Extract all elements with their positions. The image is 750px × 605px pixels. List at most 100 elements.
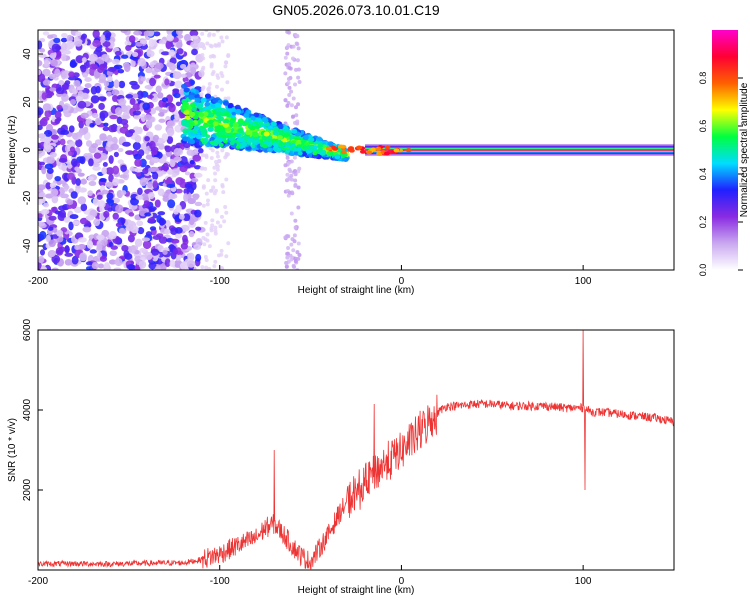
spectrogram-heat-layer: [38, 30, 674, 270]
noise-cell: [39, 249, 45, 256]
noise-cell: [71, 255, 79, 265]
noise-cell: [79, 252, 88, 262]
snr-plot-area: [38, 330, 674, 570]
noise-cell: [85, 140, 93, 147]
noise-cell: [120, 164, 127, 172]
noise-cell: [99, 178, 107, 183]
band-cell: [224, 112, 231, 118]
noise-cell: [184, 171, 191, 176]
noise-edge-cell: [213, 188, 218, 193]
noise-cell: [38, 192, 46, 199]
snr-x-tick-label: -100: [210, 576, 230, 587]
noise-edge-cell: [221, 190, 226, 195]
carrier-onset-cell: [366, 150, 373, 155]
column-cell: [285, 155, 290, 160]
column-cell: [296, 241, 301, 246]
noise-cell: [186, 149, 194, 156]
column-cell: [296, 256, 301, 261]
colorbar-gradient: [712, 30, 738, 270]
noise-cell: [178, 213, 185, 220]
noise-cell: [137, 227, 145, 235]
noise-edge-cell: [223, 64, 228, 69]
noise-cell: [164, 258, 171, 268]
noise-cell: [44, 163, 54, 170]
noise-cell: [145, 67, 153, 74]
noise-cell: [112, 177, 120, 187]
noise-edge-cell: [201, 203, 206, 208]
noise-cell: [43, 59, 50, 67]
band-core-cell: [297, 151, 303, 156]
noise-cell: [62, 49, 71, 55]
noise-cell: [120, 105, 128, 113]
noise-cell: [115, 222, 122, 228]
noise-cell: [149, 61, 155, 68]
noise-cell: [77, 90, 84, 96]
noise-cell: [54, 210, 60, 215]
noise-cell: [128, 35, 136, 43]
noise-cell: [51, 254, 61, 264]
noise-cell: [112, 165, 120, 175]
carrier-onset-cell: [405, 148, 412, 153]
column-cell: [290, 56, 295, 61]
noise-edge-cell: [213, 259, 218, 264]
noise-cell: [99, 255, 108, 262]
noise-cell: [112, 212, 119, 220]
noise-edge-cell: [211, 70, 216, 75]
noise-cell: [41, 116, 50, 122]
column-cell: [289, 89, 294, 94]
noise-cell: [61, 93, 69, 102]
noise-cell: [96, 194, 103, 200]
noise-edge-cell: [226, 53, 231, 58]
noise-cell: [66, 40, 75, 50]
noise-cell: [80, 203, 88, 212]
noise-cell: [195, 226, 202, 231]
band-cell: [188, 121, 195, 127]
column-cell: [286, 177, 291, 182]
noise-cell: [100, 34, 106, 44]
noise-cell: [103, 122, 109, 127]
noise-cell: [170, 238, 180, 244]
noise-cell: [132, 51, 139, 58]
noise-cell: [53, 37, 61, 44]
spectrogram-x-tick-label: 0: [399, 276, 405, 287]
band-cell: [266, 147, 273, 153]
noise-cell: [103, 210, 110, 218]
noise-cell: [154, 106, 163, 111]
noise-edge-cell: [202, 242, 207, 247]
noise-cell: [96, 234, 105, 241]
noise-edge-cell: [226, 96, 231, 101]
noise-cell: [95, 85, 101, 94]
noise-cell: [188, 231, 195, 238]
noise-cell: [43, 140, 51, 150]
column-cell: [285, 172, 290, 177]
column-cell: [285, 45, 290, 50]
noise-cell: [41, 166, 47, 175]
noise-cell: [81, 57, 87, 63]
band-cell: [317, 142, 324, 148]
noise-cell: [55, 87, 65, 95]
band-core-cell: [236, 138, 242, 143]
column-cell: [286, 245, 291, 250]
noise-edge-cell: [215, 220, 220, 225]
noise-cell: [146, 181, 153, 189]
noise-edge-cell: [206, 178, 211, 183]
spectrogram-y-tick-label: 0: [22, 147, 33, 153]
band-cell: [182, 128, 189, 134]
noise-cell: [139, 39, 148, 44]
noise-cell: [97, 263, 105, 269]
spectrogram-x-tick-label: -200: [28, 276, 48, 287]
noise-cell: [85, 214, 95, 221]
noise-cell: [124, 63, 131, 73]
band-core-cell: [222, 139, 228, 144]
noise-edge-cell: [225, 80, 230, 85]
column-cell: [295, 267, 300, 270]
noise-cell: [158, 218, 167, 226]
noise-cell: [38, 40, 43, 50]
noise-cell: [166, 135, 174, 145]
noise-cell: [85, 266, 92, 270]
noise-edge-cell: [204, 155, 209, 160]
spectrogram-y-tick-label: 40: [22, 48, 33, 60]
band-core-cell: [292, 147, 298, 152]
noise-cell: [94, 117, 102, 126]
noise-cell: [160, 51, 170, 56]
